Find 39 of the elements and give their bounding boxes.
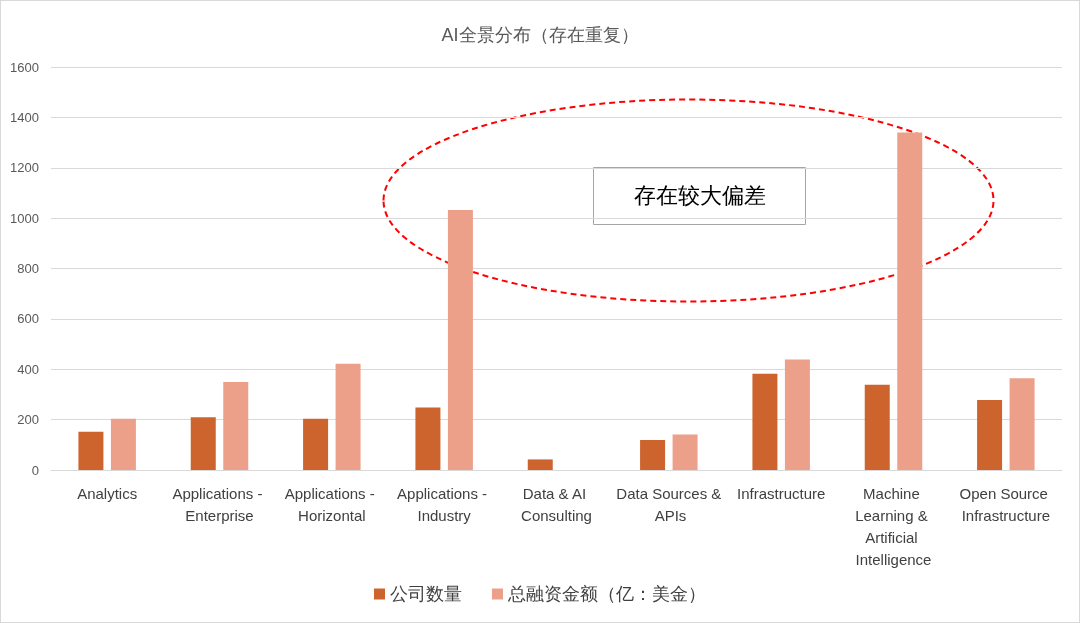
x-tick-label: Machine Learning & Artificial Intelligence (855, 484, 932, 568)
x-tick-label: Data & AI Consulting (521, 484, 592, 524)
bar (190, 417, 216, 470)
x-tick-label: Data Sources & APIs (616, 484, 722, 524)
bar (78, 431, 104, 470)
x-tick-label: Infrastructure (736, 484, 826, 502)
bar (977, 399, 1003, 470)
bar (415, 407, 441, 470)
y-tick-label: 200 (17, 412, 39, 428)
y-tick-label: 1200 (10, 160, 39, 176)
y-tick-label: 0 (31, 462, 39, 478)
bar (640, 440, 666, 470)
bar (1009, 378, 1035, 470)
legend-label: 公司数量 (390, 584, 462, 604)
bar (303, 418, 329, 470)
bar (864, 384, 890, 470)
annotation: 存在较大偏差 (633, 183, 766, 208)
bar (897, 132, 923, 470)
x-tick-label: Applications - Industry (397, 484, 492, 524)
bar (447, 210, 473, 470)
bar (752, 373, 778, 470)
y-tick-label: 800 (17, 261, 39, 276)
x-tick-label: Analytics (77, 484, 138, 502)
y-tick-label: 1000 (10, 210, 39, 226)
bar (110, 418, 136, 470)
bar (784, 359, 810, 470)
bar (223, 382, 249, 470)
y-tick-label: 600 (17, 311, 39, 327)
chart-title: AI全景分布（存在重复） (441, 25, 639, 45)
bar (672, 434, 698, 470)
bar (527, 459, 553, 470)
legend-label: 总融资金额（亿：美金） (507, 584, 706, 604)
x-tick-label: Open Source Infrastructure (959, 484, 1053, 524)
bar (335, 363, 361, 470)
x-tick-label: Applications - Horizontal (284, 484, 379, 524)
y-tick-label: 1400 (10, 109, 39, 125)
x-tick-label: Applications - Enterprise (172, 484, 267, 524)
y-tick-label: 1600 (10, 59, 39, 75)
y-tick-label: 400 (17, 361, 39, 377)
